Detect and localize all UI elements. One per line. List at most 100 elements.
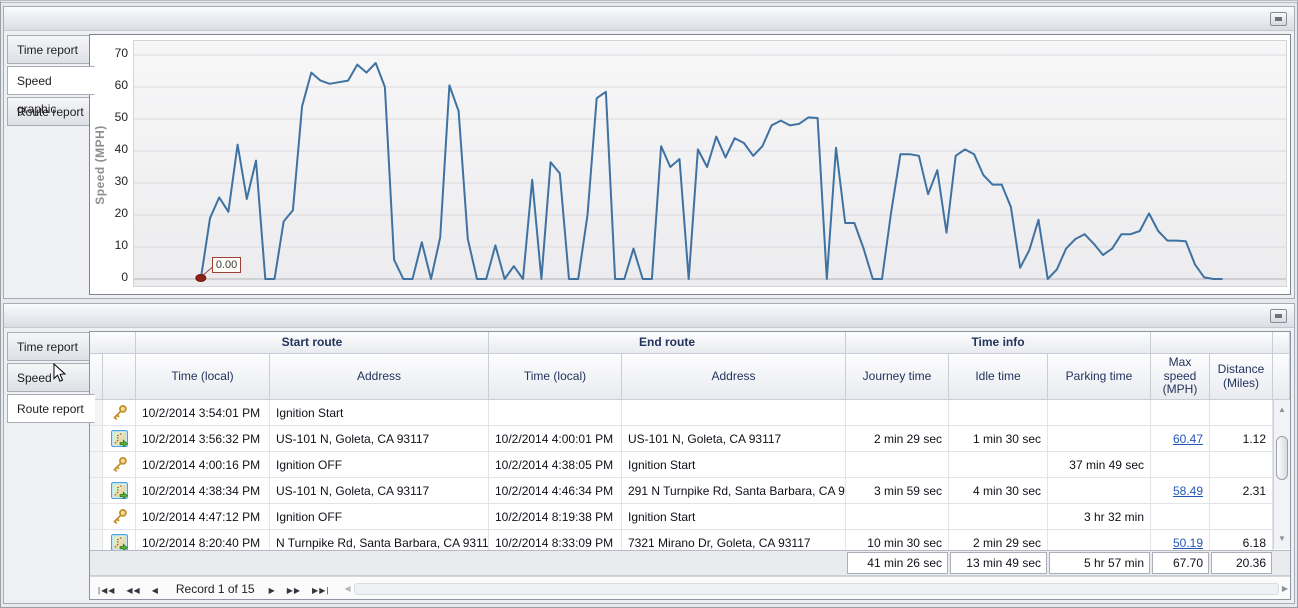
cell-distance: 1.12 [1210,426,1273,452]
key-icon [112,509,127,524]
grid-body: 10/2/2014 3:54:01 PM Ignition Start 10/2/2… [90,400,1290,550]
collapse-panel-icon[interactable] [1270,12,1287,26]
cell-max-speed: 60.47 [1151,426,1210,452]
cell-parking-time [1048,478,1151,504]
cell-idle-time [949,400,1048,426]
tab-time-report[interactable]: Time report [7,35,91,64]
cell-max-speed [1151,400,1210,426]
cell-start-time: 10/2/2014 3:56:32 PM [136,426,270,452]
column-header-parking-time[interactable]: Parking time [1048,354,1151,400]
vertical-scrollbar[interactable]: ▲ ▼ [1273,400,1290,549]
row-type-icon-cell [103,530,136,550]
scroll-left-icon[interactable]: ◀ [344,584,351,593]
nav-prev-button[interactable]: ◀ [151,585,159,595]
column-header-idle-time[interactable]: Idle time [949,354,1048,400]
grid-summary-row: 41 min 26 sec 13 min 49 sec 5 hr 57 min … [90,550,1290,576]
y-axis-label: Speed (MPH) [93,124,107,205]
scroll-down-icon[interactable]: ▼ [1278,534,1286,543]
cell-parking-time [1048,530,1151,550]
y-tick-label: 30 [114,174,128,188]
group-header-end-route[interactable]: End route [489,332,846,354]
cell-start-time: 10/2/2014 4:47:12 PM [136,504,270,530]
summary-max-speed: 67.70 [1152,552,1209,574]
max-speed-link[interactable]: 50.19 [1172,535,1203,550]
grid-group-header-row: Start route End route Time info [90,332,1290,354]
cell-journey-time [846,400,949,426]
group-header-blank [1151,332,1273,354]
row-type-icon-cell [103,452,136,478]
nav-last-button[interactable]: ▶▶| [312,585,330,595]
nav-prev-page-button[interactable]: ◀◀ [126,585,141,595]
cell-parking-time: 3 hr 32 min [1048,504,1151,530]
vertical-scroll-thumb[interactable] [1276,436,1288,480]
row-indicator [90,426,103,452]
group-header-filler [1273,332,1290,354]
group-header-blank [90,332,136,354]
nav-first-button[interactable]: |◀◀ [98,585,116,595]
group-header-time-info[interactable]: Time info [846,332,1151,354]
column-header-start-time[interactable]: Time (local) [136,354,270,400]
column-header-end-time[interactable]: Time (local) [489,354,622,400]
speed-line-svg [134,54,1286,282]
cell-end-time: 10/2/2014 8:33:09 PM [489,530,622,550]
column-header-indicator [90,354,103,400]
scroll-right-icon[interactable]: ▶ [1281,584,1288,593]
cell-end-time: 10/2/2014 8:19:38 PM [489,504,622,530]
cell-distance: 2.31 [1210,478,1273,504]
cell-end-address: 291 N Turnpike Rd, Santa Barbara, CA 931… [622,478,846,504]
table-row[interactable]: 10/2/2014 8:20:40 PM N Turnpike Rd, Santa… [90,530,1290,550]
column-header-distance[interactable]: Distance (Miles) [1210,354,1273,400]
horizontal-scrollbar[interactable]: ◀ ▶ [344,581,1288,597]
value-tooltip: 0.00 [211,257,242,273]
chart-start-marker [195,274,207,282]
nav-next-page-button[interactable]: ▶▶ [286,585,302,595]
tab-speed-graphic[interactable]: Speed graphic [7,66,95,116]
cell-max-speed: 58.49 [1151,478,1210,504]
speed-chart: Speed (MPH) 0.00 0 10 20 30 40 50 60 70 [89,34,1291,295]
max-speed-link[interactable]: 60.47 [1172,431,1203,446]
chart-plot-area[interactable] [133,40,1287,287]
table-row[interactable]: 10/2/2014 4:00:16 PM Ignition OFF 10/2/201… [90,452,1290,478]
y-tick-label: 50 [114,110,128,124]
max-speed-link[interactable]: 58.49 [1172,483,1203,498]
column-header-end-address[interactable]: Address [622,354,846,400]
cell-end-address: Ignition Start [622,452,846,478]
cell-parking-time [1048,426,1151,452]
y-tick-label: 10 [114,238,128,252]
cell-idle-time [949,504,1048,530]
summary-parking-time: 5 hr 57 min [1049,552,1150,574]
navigator-buttons-right: ▶ ▶▶ ▶▶| [269,582,341,596]
row-indicator [90,504,103,530]
table-row[interactable]: 10/2/2014 3:54:01 PM Ignition Start [90,400,1290,426]
column-header-start-address[interactable]: Address [270,354,489,400]
top-panel-header [4,7,1294,31]
table-row[interactable]: 10/2/2014 3:56:32 PM US-101 N, Goleta, CA… [90,426,1290,452]
group-header-start-route[interactable]: Start route [136,332,489,354]
cell-end-address: 7321 Mirano Dr, Goleta, CA 93117 [622,530,846,550]
column-header-journey-time[interactable]: Journey time [846,354,949,400]
collapse-panel-icon[interactable] [1270,309,1287,323]
tab-route-report[interactable]: Route report [7,394,95,423]
column-header-max-speed[interactable]: Max speed (MPH) [1151,354,1210,400]
horizontal-scroll-track[interactable] [353,582,1279,595]
cell-parking-time: 37 min 49 sec [1048,452,1151,478]
cell-journey-time [846,452,949,478]
tab-time-report[interactable]: Time report [7,332,91,361]
table-row[interactable]: 10/2/2014 4:47:12 PM Ignition OFF 10/2/201… [90,504,1290,530]
nav-next-button[interactable]: ▶ [268,585,276,595]
scroll-up-icon[interactable]: ▲ [1278,405,1286,414]
cell-distance: 6.18 [1210,530,1273,550]
tab-speed-graphic[interactable]: Speed graphic [7,363,91,413]
row-indicator [90,452,103,478]
tab-route-report[interactable]: Route report [7,97,91,126]
cell-max-speed [1151,504,1210,530]
navigator-buttons-left: |◀◀ ◀◀ ◀ [98,582,170,596]
cell-parking-time [1048,400,1151,426]
cell-distance [1210,504,1273,530]
column-header-icon [103,354,136,400]
table-row[interactable]: 10/2/2014 4:38:34 PM US-101 N, Goleta, CA… [90,478,1290,504]
row-type-icon-cell [103,400,136,426]
bottom-panel-header [4,304,1294,328]
